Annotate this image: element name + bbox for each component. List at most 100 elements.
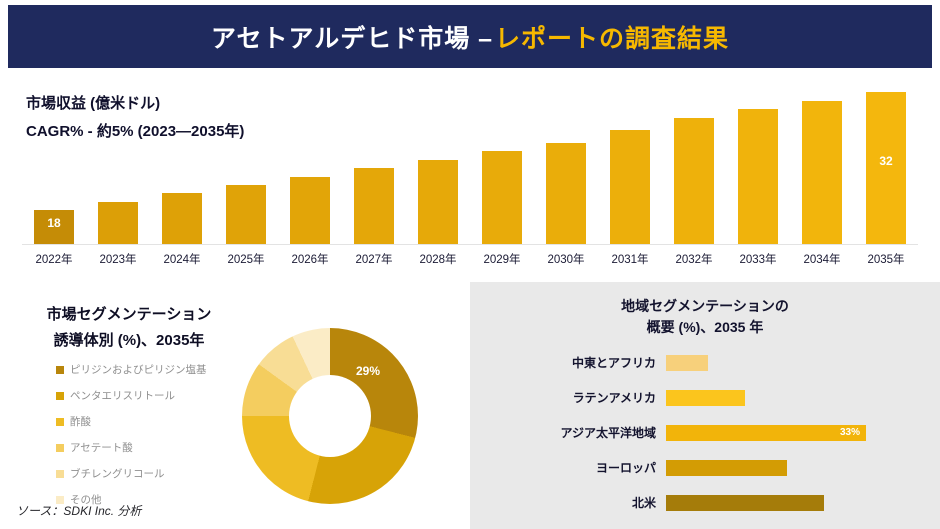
segmentation-title-line1: 市場セグメンテーション (46, 306, 212, 323)
bar-column: 32 2035年 (854, 92, 918, 276)
revenue-bars: 18 2022年 2023年 2024年 2025年 2026年 2027年 2028年 202… (22, 92, 918, 276)
region-bar-ヨーロッパ[interactable] (666, 459, 787, 476)
x-axis-label: 2034年 (790, 244, 854, 276)
bar-column: 2029年 (470, 151, 534, 276)
legend-label: ブチレングリコール (70, 468, 165, 480)
x-axis-label: 2031年 (598, 244, 662, 276)
bar-column: 2028年 (406, 160, 470, 276)
x-axis-label: 2033年 (726, 244, 790, 276)
derivative-legend: ピリジンおよびピリジン塩基 ペンタエリスリトール 酢酸アセテート酸ブチレングリコール… (56, 362, 207, 518)
revenue-bar-2029年[interactable] (482, 151, 522, 244)
legend-item: ペンタエリスリトール (56, 388, 207, 403)
bar-column: 2034年 (790, 101, 854, 276)
x-axis-label: 2030年 (534, 244, 598, 276)
x-axis-label: 2022年 (22, 244, 86, 276)
revenue-bar-2032年[interactable] (674, 118, 714, 244)
x-axis-label: 2029年 (470, 244, 534, 276)
legend-swatch (56, 495, 64, 504)
region-bar-北米[interactable] (666, 494, 824, 511)
x-axis-label: 2024年 (150, 244, 214, 276)
x-axis-label: 2032年 (662, 244, 726, 276)
revenue-bar-2034年[interactable] (802, 101, 842, 244)
region-row: アジア太平洋地域 33% (470, 424, 940, 441)
source-note: ソース：SDKI Inc. 分析 (16, 504, 142, 518)
bar-column: 18 2022年 (22, 210, 86, 276)
legend-item: その他 (56, 492, 207, 507)
revenue-bar-2030年[interactable] (546, 143, 586, 244)
legend-item: ピリジンおよびピリジン塩基 (56, 362, 207, 377)
region-label: 北米 (631, 496, 656, 510)
x-axis-label: 2023年 (86, 244, 150, 276)
region-bar-中東とアフリカ[interactable] (666, 354, 708, 371)
revenue-cagr-label: CAGR% - 約5% (2023―2035年) (26, 123, 245, 140)
legend-label: 酢酸 (70, 416, 91, 428)
bar-column: 2026年 (278, 177, 342, 276)
bar-column: 2024年 (150, 193, 214, 276)
header-banner: アセトアルデヒド市場 – レポートの調査結果 (8, 5, 932, 68)
bar-column: 2027年 (342, 168, 406, 276)
bar-column: 2033年 (726, 109, 790, 276)
legend-swatch (56, 365, 64, 374)
region-row: ヨーロッパ (470, 459, 940, 476)
x-axis-label: 2035年 (854, 244, 918, 276)
region-title-line1: 地域セグメンテーションの (621, 298, 789, 314)
region-label: ラテンアメリカ (572, 391, 656, 405)
bar-column: 2030年 (534, 143, 598, 276)
region-bar-アジア太平洋地域[interactable]: 33% (666, 424, 866, 441)
legend-item: 酢酸 (56, 414, 207, 429)
revenue-bar-2025年[interactable] (226, 185, 266, 244)
region-label: 中東とアフリカ (571, 356, 656, 370)
legend-label: ピリジンおよびピリジン塩基 (70, 364, 207, 376)
revenue-bar-2028年[interactable] (418, 160, 458, 244)
legend-swatch (56, 443, 64, 452)
revenue-chart-section: 市場収益 (億米ドル) CAGR% - 約5% (2023―2035年) 18 2… (0, 70, 940, 276)
derivative-segmentation-section: 市場セグメンテーション 誘導体別 (%)、2035年 ピリジンおよびピリジン塩基… (0, 282, 468, 529)
segmentation-title: 市場セグメンテーション 誘導体別 (%)、2035年 (20, 302, 238, 353)
region-label: ヨーロッパ (595, 461, 656, 475)
region-title-line2: 概要 (%)、2035 年 (646, 319, 764, 335)
region-row: 中東とアフリカ (470, 354, 940, 371)
x-axis-label: 2027年 (342, 244, 406, 276)
bar-column: 2032年 (662, 118, 726, 276)
revenue-bar-2033年[interactable] (738, 109, 778, 244)
revenue-bar-2023年[interactable] (98, 202, 138, 244)
revenue-bar-2031年[interactable] (610, 130, 650, 244)
page-title-accent: レポートの調査結果 (495, 24, 730, 53)
region-row: 北米 (470, 494, 940, 511)
revenue-bar-2035年[interactable]: 32 (866, 92, 906, 244)
region-title: 地域セグメンテーションの 概要 (%)、2035 年 (470, 296, 940, 338)
x-axis-label: 2026年 (278, 244, 342, 276)
legend-item: ブチレングリコール (56, 466, 207, 481)
legend-swatch (56, 417, 64, 426)
segmentation-title-line2: 誘導体別 (%)、2035年 (53, 331, 205, 349)
revenue-bar-2024年[interactable] (162, 193, 202, 244)
region-segmentation-section: 地域セグメンテーションの 概要 (%)、2035 年 中東とアフリカ ラテンアメリ… (470, 282, 940, 529)
revenue-bar-2026年[interactable] (290, 177, 330, 244)
region-bar-ラテンアメリカ[interactable] (666, 389, 745, 406)
revenue-bar-2022年[interactable]: 18 (34, 210, 74, 244)
legend-swatch (56, 391, 64, 400)
legend-swatch (56, 469, 64, 478)
legend-label: その他 (70, 494, 102, 506)
region-bar-value-label: 33% (839, 427, 860, 438)
region-row: ラテンアメリカ (470, 389, 940, 406)
donut-hole (289, 375, 371, 457)
revenue-bar-2027年[interactable] (354, 168, 394, 244)
bar-value-label: 18 (47, 216, 61, 230)
donut-chart[interactable]: 29% (242, 328, 418, 504)
legend-item: アセテート酸 (56, 440, 207, 455)
x-axis-label: 2028年 (406, 244, 470, 276)
revenue-axis-label: 市場収益 (億米ドル) (26, 95, 161, 112)
x-axis-label: 2025年 (214, 244, 278, 276)
bar-value-label: 32 (879, 154, 893, 168)
legend-label: ペンタエリスリトール (70, 390, 175, 402)
donut-value-label: 29% (356, 364, 381, 378)
bar-column: 2025年 (214, 185, 278, 276)
bar-column: 2023年 (86, 202, 150, 276)
region-label: アジア太平洋地域 (560, 426, 656, 440)
region-bars: 中東とアフリカ ラテンアメリカアジア太平洋地域 33% ヨーロッパ北米 (470, 354, 940, 511)
legend-label: アセテート酸 (70, 442, 133, 454)
bar-column: 2031年 (598, 130, 662, 276)
page-title: アセトアルデヒド市場 – (210, 24, 494, 53)
